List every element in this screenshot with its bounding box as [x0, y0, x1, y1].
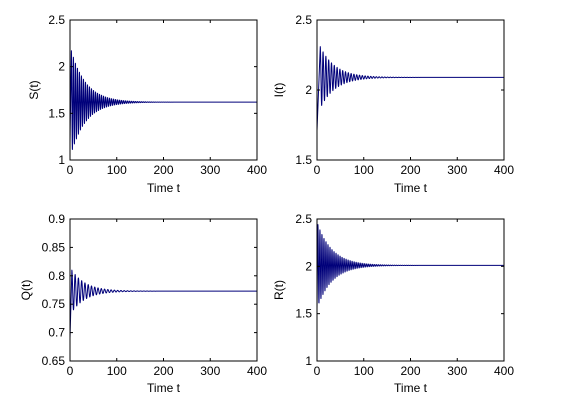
y-tick-label-q-5: 0.9	[48, 212, 65, 226]
plot-frame-r	[316, 218, 505, 362]
panel-i: 0 100 200 300 400 1.5 2 2.5 I(t) Time t	[272, 13, 514, 195]
y-tick-label-q-0: 0.65	[42, 354, 66, 368]
series-line-i	[316, 46, 505, 131]
x-tick-label-r-4: 400	[494, 364, 514, 378]
series-line-q	[69, 269, 258, 339]
y-tick-label-s-1: 1.5	[48, 106, 65, 120]
y-tick-label-i-2: 2.5	[295, 13, 312, 27]
series-line-s	[69, 50, 258, 150]
x-tick-label-q-1: 100	[107, 364, 127, 378]
y-tick-label-s-2: 2	[58, 60, 65, 74]
x-tick-label-s-1: 100	[107, 163, 127, 177]
panel-s: 0 100 200 300 400 1 1.5 2 2.5 S(t) Time t	[27, 13, 267, 195]
plot-frame-q	[69, 218, 258, 362]
y-tick-label-q-1: 0.7	[48, 326, 65, 340]
y-tick-label-r-0: 1	[305, 354, 312, 368]
x-tick-label-r-2: 200	[400, 364, 420, 378]
y-tick-label-r-3: 2.5	[295, 212, 312, 226]
ylabel-q: Q(t)	[19, 280, 33, 301]
plot-frame-i	[316, 19, 505, 161]
ylabel-r: R(t)	[272, 280, 286, 300]
xlabel-q: Time t	[147, 381, 181, 395]
plot-area-i: 0 100 200 300 400 1.5 2 2.5	[295, 13, 514, 177]
y-tick-label-r-1: 1.5	[295, 307, 312, 321]
x-tick-label-i-4: 400	[494, 163, 514, 177]
plot-area-r: 0 100 200 300 400 1 1.5 2 2.5	[295, 212, 514, 378]
x-tick-label-r-3: 300	[447, 364, 467, 378]
y-tick-label-r-2: 2	[305, 259, 312, 273]
x-tick-label-i-3: 300	[447, 163, 467, 177]
series-line-r	[316, 224, 505, 309]
y-tick-label-i-1: 2	[305, 83, 312, 97]
xlabel-i: Time t	[394, 181, 428, 195]
plot-area-s: 0 100 200 300 400 1 1.5 2 2.5	[48, 13, 267, 177]
x-tick-label-s-4: 400	[247, 163, 267, 177]
xlabel-s: Time t	[147, 181, 181, 195]
plot-area-q: 0 100 200 300 400 0.65 0.7 0.75 0.8 0.85 0.9	[42, 212, 268, 378]
ylabel-i: I(t)	[272, 83, 286, 98]
x-tick-label-i-0: 0	[314, 163, 321, 177]
x-tick-label-r-1: 100	[354, 364, 374, 378]
plot-frame-s	[69, 19, 258, 161]
x-tick-label-q-2: 200	[153, 364, 173, 378]
x-tick-label-q-4: 400	[247, 364, 267, 378]
x-tick-label-s-2: 200	[153, 163, 173, 177]
x-tick-label-s-3: 300	[200, 163, 220, 177]
ylabel-s: S(t)	[27, 80, 41, 99]
x-tick-label-i-1: 100	[354, 163, 374, 177]
y-tick-label-q-2: 0.75	[42, 297, 66, 311]
x-tick-label-q-3: 300	[200, 364, 220, 378]
y-tick-label-i-0: 1.5	[295, 153, 312, 167]
x-tick-label-r-0: 0	[314, 364, 321, 378]
x-tick-label-s-0: 0	[67, 163, 74, 177]
y-tick-label-s-3: 2.5	[48, 13, 65, 27]
xlabel-r: Time t	[394, 381, 428, 395]
x-tick-label-q-0: 0	[67, 364, 74, 378]
y-tick-label-q-3: 0.8	[48, 269, 65, 283]
x-tick-label-i-2: 200	[400, 163, 420, 177]
panel-r: 0 100 200 300 400 1 1.5 2 2.5 R(t) Time t	[272, 212, 514, 395]
y-tick-label-q-4: 0.85	[42, 240, 66, 254]
y-tick-label-s-0: 1	[58, 153, 65, 167]
